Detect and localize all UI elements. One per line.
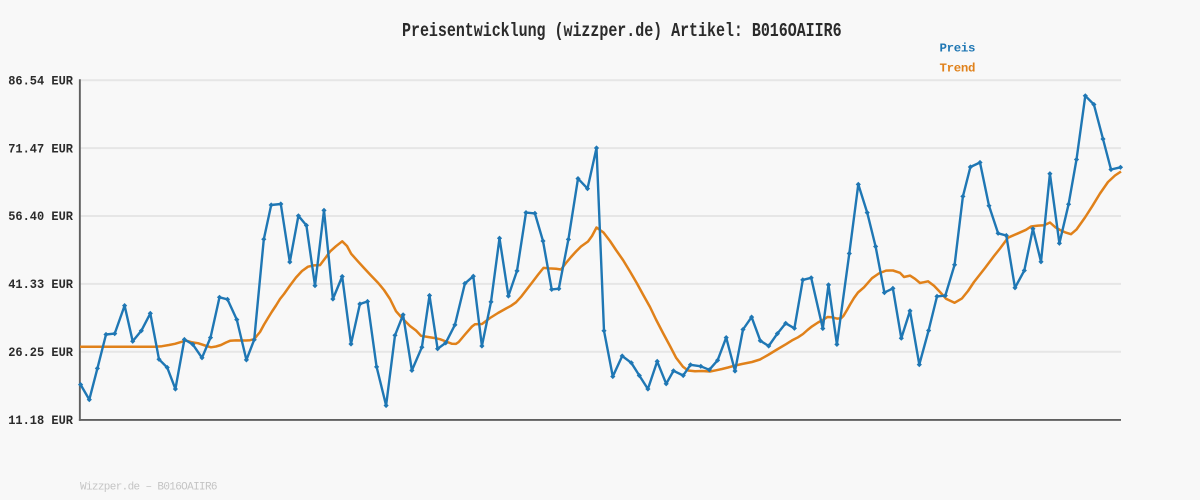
svg-text:Preis: Preis	[940, 41, 976, 55]
svg-text:71.47 EUR: 71.47 EUR	[8, 142, 73, 157]
svg-text:11.18 EUR: 11.18 EUR	[8, 413, 73, 428]
svg-text:26.25 EUR: 26.25 EUR	[8, 346, 73, 361]
svg-text:Trend: Trend	[940, 61, 976, 75]
svg-text:Preisentwicklung (wizzper.de): Preisentwicklung (wizzper.de) Artikel: B…	[402, 21, 842, 42]
svg-text:Wizzper.de – B016OAIIR6: Wizzper.de – B016OAIIR6	[80, 482, 217, 494]
svg-text:41.33 EUR: 41.33 EUR	[8, 278, 73, 293]
svg-text:86.54 EUR: 86.54 EUR	[8, 74, 73, 89]
svg-text:56.40 EUR: 56.40 EUR	[8, 210, 73, 225]
